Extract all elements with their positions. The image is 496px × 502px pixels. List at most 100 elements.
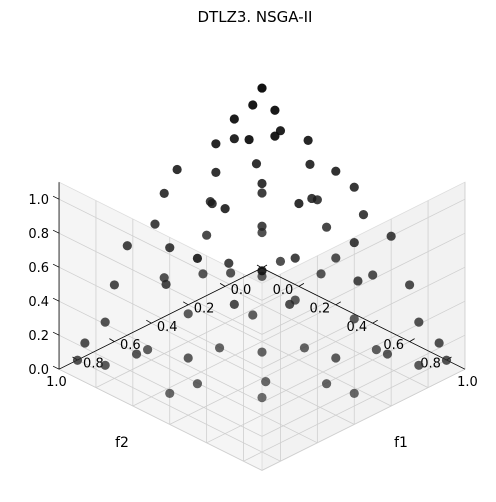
tick-labels: 0.00.20.40.60.81.00.00.20.40.60.81.00.00… [28,193,477,390]
z-tick-mark-1 [52,331,60,336]
data-point-2 [349,388,359,398]
data-point-48 [290,253,300,263]
data-point-18 [414,360,424,370]
data-point-30 [275,256,286,266]
data-point-65 [172,164,182,175]
data-point-36 [405,280,415,290]
grid-line-f1-floor-3 [169,322,373,425]
y-axis-line [58,267,263,370]
data-point-71 [303,135,313,145]
data-point-57 [307,193,317,204]
z-tick-label-5: 1.0 [28,193,49,208]
x-tick-label-1: 0.2 [310,301,331,316]
data-point-70 [229,134,239,144]
grid-line-f3-right-wall-4 [58,232,263,335]
data-point-60 [257,178,267,189]
x-tick-mark-3 [372,319,378,324]
x-tick-label-5: 1.0 [457,375,478,390]
y-tick-label-5: 1.0 [46,375,67,390]
data-point-64 [331,166,341,176]
data-point-77 [270,105,280,115]
y-tick-mark-1 [219,283,226,287]
data-point-78 [248,100,258,110]
grid-line-f3-left-wall-0 [261,368,466,471]
z-tick-mark-0 [52,365,60,370]
data-point-49 [224,258,234,268]
data-point-45 [122,241,132,251]
x-tick-label-2: 0.4 [346,320,367,335]
data-point-33 [434,338,444,348]
data-point-63 [305,159,315,169]
z-tick-mark-5 [52,195,60,200]
data-point-12 [183,309,193,319]
z-tick-label-1: 0.2 [28,329,49,344]
z-tick-label-4: 0.8 [28,227,49,242]
data-point-38 [229,299,239,309]
axis-lines [58,182,466,370]
x-tick-label-3: 0.6 [383,338,404,353]
data-point-7 [214,343,225,353]
data-point-13 [331,353,341,363]
data-point-46 [386,231,396,241]
data-point-25 [414,317,424,327]
z-tick-mark-2 [52,297,60,302]
data-point-68 [192,253,203,263]
data-point-14 [183,353,193,363]
y-tick-label-1: 0.2 [194,301,215,316]
data-point-31 [331,253,341,263]
grid-line-f1-floor-4 [206,341,410,444]
data-point-79 [257,83,267,93]
y-tick-mark-2 [182,301,189,306]
data-point-22 [198,269,208,279]
grid-line-f3-left-wall-5 [261,198,466,301]
data-points [72,83,452,403]
grid-line-f1-floor-2 [132,304,336,407]
grid-line-f2-floor-4 [114,341,318,444]
data-point-75 [270,131,280,141]
x-axis-line [261,267,466,370]
data-point-10 [371,345,381,355]
data-point-50 [358,210,369,220]
z-tick-mark-4 [52,229,60,234]
x-tick-label-4: 0.8 [420,357,441,372]
data-point-23 [316,269,326,279]
data-point-0 [257,392,267,403]
grid-line-f2-floor-3 [151,322,355,425]
data-point-51 [349,237,359,248]
data-point-58 [207,198,217,209]
data-point-32 [368,270,378,280]
z-tick-label-0: 0.0 [28,363,49,378]
data-point-11 [143,345,153,355]
y-axis-label: f2 [115,435,129,451]
grid-line-f3-left-wall-4 [261,232,466,335]
y-tick-mark-3 [146,319,152,324]
data-point-9 [248,310,258,320]
data-point-20 [382,349,393,359]
y-tick-label-4: 0.8 [83,357,104,372]
x-tick-mark-4 [409,338,415,342]
data-point-76 [229,114,239,124]
data-point-62 [251,159,262,169]
x-tick-label-0: 0.0 [273,283,294,298]
data-point-6 [299,343,310,353]
data-point-42 [161,279,171,289]
grid-line-f2-floor-5 [77,359,281,462]
data-point-39 [285,299,295,309]
data-point-61 [211,167,221,177]
x-tick-mark-1 [298,283,305,287]
data-point-24 [226,268,236,278]
z-tick-label-2: 0.4 [28,295,49,310]
data-point-1 [261,377,271,387]
data-point-15 [349,314,359,324]
z-tick-mark-3 [52,263,60,268]
data-point-74 [244,134,254,145]
data-point-8 [257,347,267,357]
data-point-72 [211,139,221,149]
data-point-19 [100,360,110,370]
y-tick-label-3: 0.6 [120,338,141,353]
x-axis-label: f1 [394,435,408,451]
data-point-26 [100,317,110,327]
data-point-41 [353,276,363,286]
y-tick-label-2: 0.4 [157,320,178,335]
